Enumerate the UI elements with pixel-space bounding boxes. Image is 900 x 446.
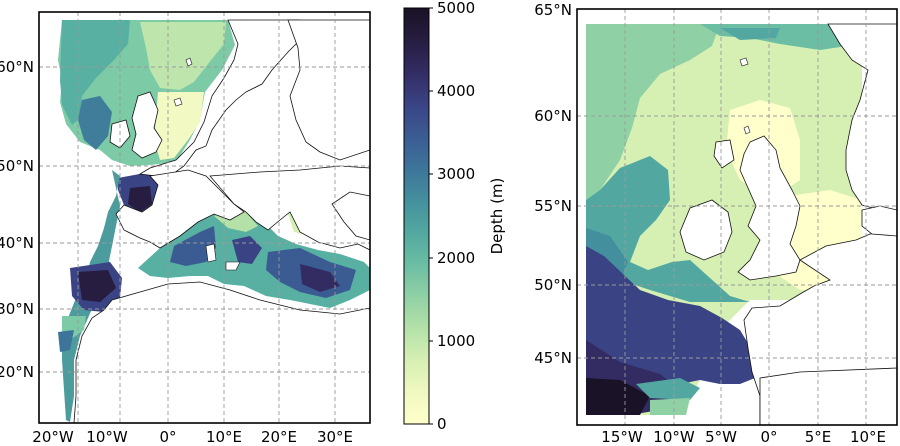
colorbar-tick-label: 5000 <box>437 0 475 17</box>
colorbar-tick-label: 0 <box>437 415 447 433</box>
lon-label: 5°E <box>805 428 832 446</box>
right-map-lon-labels: 15°W 10°W 5°W 0° 5°E 10°E <box>601 428 886 446</box>
lon-label: 20°E <box>261 428 297 446</box>
lon-label: 0° <box>760 428 777 446</box>
left-map-bathymetry <box>58 19 370 423</box>
lat-label: 60°N <box>0 58 34 76</box>
lat-label: 30°N <box>0 300 34 318</box>
lon-label: 10°W <box>86 428 128 446</box>
colorbar-ramp <box>403 7 430 425</box>
lat-label: 50°N <box>0 157 34 175</box>
colorbar-tick-label: 1000 <box>437 332 475 350</box>
right-map-frame <box>576 8 898 426</box>
left-map-lon-labels: 20°W 10°W 0° 10°E 20°E 30°E <box>32 428 353 446</box>
colorbar-tick-label: 4000 <box>437 82 475 100</box>
lat-label: 65°N <box>534 1 572 19</box>
left-map: 20°W 10°W 0° 10°E 20°E 30°E 60°N 50°N 40… <box>0 11 371 446</box>
left-map-frame <box>38 11 371 424</box>
lon-label: 10°W <box>653 428 695 446</box>
lon-label: 5°W <box>705 428 737 446</box>
lat-label: 55°N <box>534 197 572 215</box>
lon-label: 30°E <box>317 428 353 446</box>
lat-label: 60°N <box>534 107 572 125</box>
colorbar: 0 1000 2000 3000 4000 5000 Depth (m) <box>403 0 506 433</box>
lon-label: 15°W <box>601 428 643 446</box>
lon-label: 10°E <box>206 428 242 446</box>
colorbar-tick-label: 3000 <box>437 165 475 183</box>
colorbar-tick-label: 2000 <box>437 249 475 267</box>
lon-label: 10°E <box>850 428 886 446</box>
left-map-gridlines <box>39 12 370 423</box>
colorbar-ticks <box>429 7 433 425</box>
lat-label: 20°N <box>0 363 34 381</box>
lat-label: 45°N <box>534 349 572 367</box>
right-map: 15°W 10°W 5°W 0° 5°E 10°E 65°N 60°N 55°N… <box>534 1 898 446</box>
right-map-gridlines <box>577 9 897 425</box>
colorbar-label: Depth (m) <box>488 178 506 255</box>
lat-label: 50°N <box>534 276 572 294</box>
lon-label: 20°W <box>32 428 74 446</box>
left-map-lat-labels: 60°N 50°N 40°N 30°N 20°N <box>0 58 34 381</box>
right-map-lat-labels: 65°N 60°N 55°N 50°N 45°N <box>534 1 572 367</box>
lat-label: 40°N <box>0 234 34 252</box>
lon-label: 0° <box>159 428 176 446</box>
right-map-bathymetry <box>586 23 897 425</box>
